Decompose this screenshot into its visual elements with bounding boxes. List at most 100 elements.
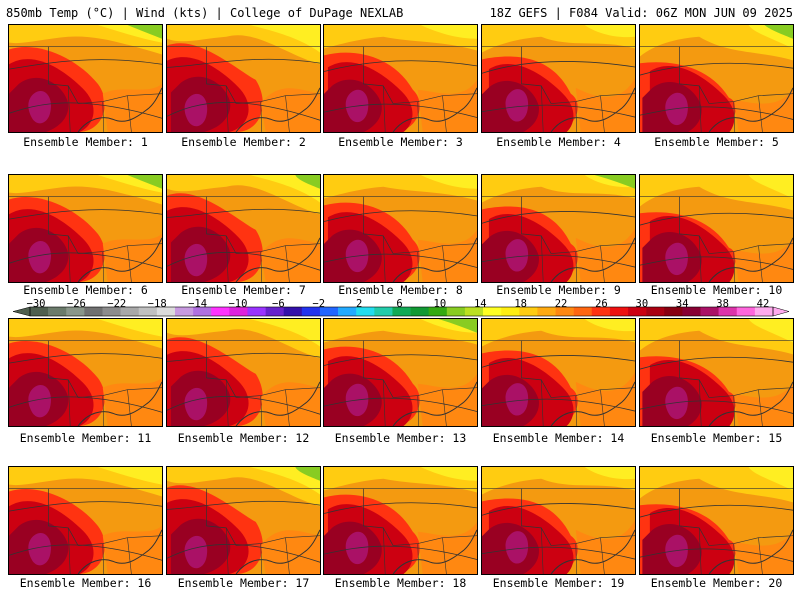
colorbar-tick-label: −2	[312, 298, 326, 310]
colorbar-segment	[591, 307, 611, 316]
ensemble-member-label: Ensemble Member: 2	[181, 135, 306, 149]
ensemble-map-panel[interactable]	[639, 174, 794, 283]
temperature-map	[9, 319, 162, 426]
ensemble-member-label: Ensemble Member: 20	[650, 576, 783, 590]
ensemble-map-panel[interactable]	[639, 318, 794, 427]
colorbar-tick-label: 6	[396, 298, 403, 310]
colorbar-tick-label: −10	[228, 298, 248, 310]
colorbar-segment	[555, 307, 574, 316]
ensemble-member-label: Ensemble Member: 18	[334, 576, 467, 590]
ensemble-map-panel[interactable]	[8, 174, 163, 283]
temperature-map	[482, 319, 635, 426]
temperature-map	[324, 319, 477, 426]
ensemble-member-label: Ensemble Member: 17	[177, 576, 310, 590]
colorbar-segment	[392, 307, 411, 316]
colorbar-tick-label: −6	[272, 298, 285, 310]
colorbar-tick-label: 22	[554, 298, 568, 310]
colorbar-segment	[736, 307, 756, 316]
colorbar-segment	[573, 307, 593, 316]
colorbar-tick-label: 42	[756, 298, 770, 310]
ensemble-map-panel[interactable]	[481, 318, 636, 427]
ensemble-map-panel[interactable]	[481, 24, 636, 133]
colorbar-segment	[265, 307, 285, 316]
ensemble-member-label: Ensemble Member: 3	[338, 135, 463, 149]
ensemble-map-panel[interactable]	[323, 24, 478, 133]
ensemble-map-panel[interactable]	[8, 466, 163, 575]
ensemble-member-label: Ensemble Member: 8	[338, 283, 463, 297]
ensemble-member-label: Ensemble Member: 12	[177, 431, 310, 445]
colorbar-segment	[301, 307, 321, 316]
colorbar-segment	[374, 307, 393, 316]
colorbar-tick-label: −26	[66, 298, 86, 310]
temperature-map	[640, 319, 793, 426]
colorbar-segment	[646, 307, 665, 316]
ensemble-map-panel[interactable]	[481, 466, 636, 575]
colorbar-tick-label: 34	[675, 298, 689, 310]
ensemble-member-label: Ensemble Member: 13	[334, 431, 467, 445]
colorbar-segment	[102, 307, 121, 316]
temperature-map	[640, 25, 793, 132]
colorbar-segment	[229, 307, 248, 316]
temperature-colorbar	[13, 306, 789, 317]
colorbar-segment	[211, 307, 230, 316]
colorbar-segment	[428, 307, 448, 316]
temperature-map	[167, 175, 320, 282]
colorbar-segment	[138, 307, 158, 316]
colorbar-segment	[30, 307, 49, 316]
temperature-map	[9, 467, 162, 574]
colorbar-segment	[664, 307, 683, 316]
colorbar-tick-label: −30	[26, 298, 46, 310]
colorbar-segment	[156, 307, 176, 316]
colorbar-segment	[319, 307, 339, 316]
ensemble-member-label: Ensemble Member: 11	[19, 431, 152, 445]
ensemble-member-label: Ensemble Member: 19	[492, 576, 625, 590]
ensemble-map-panel[interactable]	[8, 24, 163, 133]
ensemble-map-panel[interactable]	[639, 24, 794, 133]
ensemble-map-panel[interactable]	[323, 174, 478, 283]
ensemble-map-panel[interactable]	[166, 174, 321, 283]
ensemble-member-label: Ensemble Member: 15	[650, 431, 783, 445]
temperature-map	[324, 175, 477, 282]
colorbar-tick-label: 14	[473, 298, 487, 310]
ensemble-map-panel[interactable]	[166, 24, 321, 133]
temperature-map	[167, 319, 320, 426]
temperature-map	[9, 175, 162, 282]
colorbar-tick-label: 26	[595, 298, 608, 310]
ensemble-map-panel[interactable]	[323, 318, 478, 427]
colorbar-tick-label: 10	[433, 298, 447, 310]
ensemble-member-label: Ensemble Member: 10	[650, 283, 783, 297]
colorbar-segment	[501, 307, 520, 316]
ensemble-map-panel[interactable]	[166, 318, 321, 427]
ensemble-map-panel[interactable]	[639, 466, 794, 575]
colorbar-segment	[48, 307, 67, 316]
colorbar-segment	[356, 307, 375, 316]
colorbar-segment	[483, 307, 502, 316]
colorbar-segment	[682, 307, 701, 316]
ensemble-map-panel[interactable]	[323, 466, 478, 575]
colorbar-segment	[66, 307, 85, 316]
colorbar-segment	[193, 307, 212, 316]
valid-time-label: 18Z GEFS | F084 Valid: 06Z MON JUN 09 20…	[489, 6, 793, 20]
colorbar-tick-label: 2	[355, 298, 363, 310]
ensemble-member-label: Ensemble Member: 9	[496, 283, 621, 297]
ensemble-map-panel[interactable]	[481, 174, 636, 283]
colorbar-segment	[174, 307, 194, 316]
colorbar-segment	[446, 307, 466, 316]
colorbar-tick-label: 30	[635, 298, 649, 310]
colorbar-segment	[84, 307, 103, 316]
colorbar-segment	[718, 307, 738, 316]
colorbar-segment	[628, 307, 647, 316]
colorbar-segment	[537, 307, 556, 316]
temperature-map	[324, 25, 477, 132]
temperature-map	[482, 25, 635, 132]
temperature-map	[482, 467, 635, 574]
map-title: 850mb Temp (°C) | Wind (kts) | College o…	[6, 6, 404, 20]
ensemble-map-panel[interactable]	[8, 318, 163, 427]
ensemble-member-label: Ensemble Member: 14	[492, 431, 625, 445]
colorbar-segment	[754, 307, 774, 316]
temperature-map	[482, 175, 635, 282]
temperature-map	[9, 25, 162, 132]
colorbar-segment	[283, 307, 303, 316]
ensemble-map-panel[interactable]	[166, 466, 321, 575]
ensemble-member-label: Ensemble Member: 16	[19, 576, 152, 590]
